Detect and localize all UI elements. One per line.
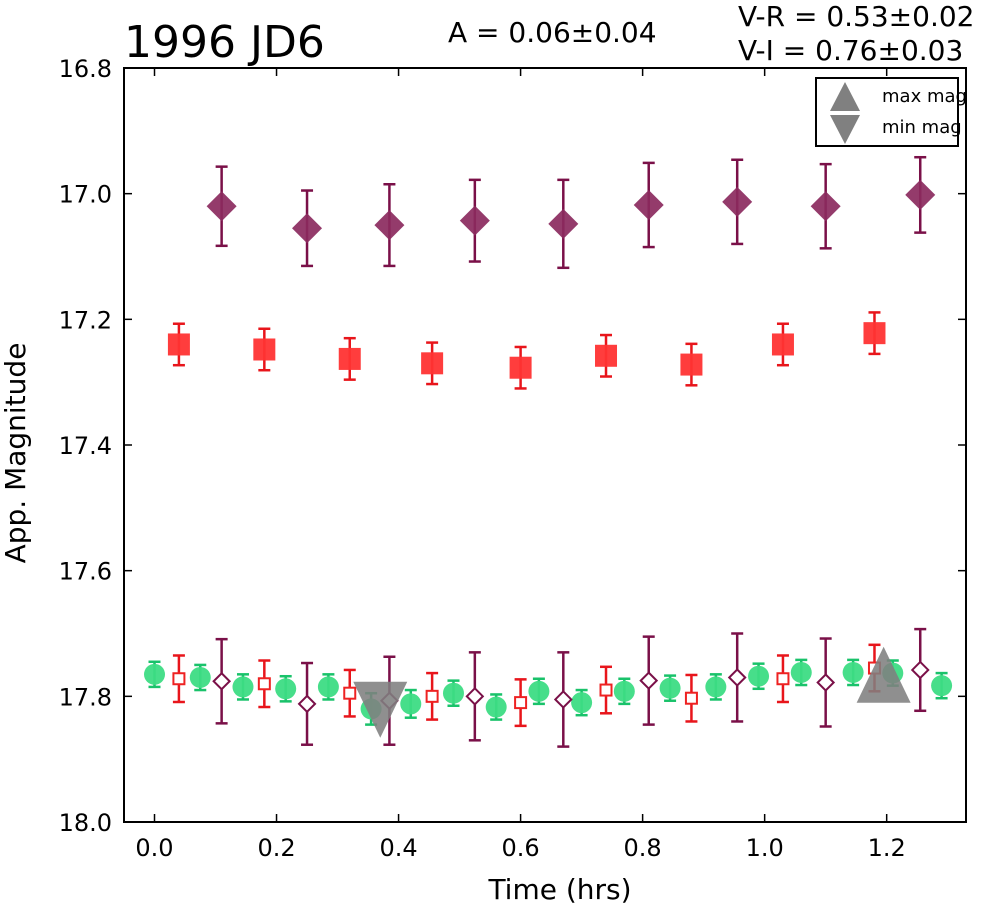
data-point-open-diamond — [639, 671, 659, 691]
y-tick-label: 17.6 — [59, 558, 112, 586]
data-point-open-square — [257, 677, 271, 691]
data-point-diamond — [548, 208, 579, 239]
x-tick-label: 1.2 — [868, 834, 906, 862]
data-point-circle — [790, 661, 812, 683]
data-point-circle — [613, 680, 635, 702]
data-point-circle — [442, 682, 464, 704]
y-tick-label: 17.0 — [59, 181, 112, 209]
y-axis-label: App. Magnitude — [0, 343, 32, 564]
data-point-circle — [659, 677, 681, 699]
data-point-square — [863, 322, 886, 345]
data-point-square — [253, 338, 276, 361]
data-point-circle — [748, 665, 770, 687]
data-point-open-diamond — [212, 671, 232, 691]
y-tick-label: 18.0 — [59, 809, 112, 837]
min-mag-triangle-icon — [830, 115, 860, 144]
x-tick-label: 1.0 — [746, 834, 784, 862]
data-point-open-diamond — [910, 660, 930, 680]
data-point-square — [167, 333, 190, 356]
data-point-open-diamond — [297, 694, 317, 714]
legend-label-min-mag: min mag — [882, 117, 962, 138]
x-tick-label: 0.0 — [135, 834, 173, 862]
x-tick-label: 0.2 — [257, 834, 295, 862]
data-point-circle — [571, 692, 593, 714]
max-mag-triangle-icon — [830, 82, 860, 111]
data-point-square — [338, 347, 361, 370]
data-point-circle — [232, 676, 254, 698]
data-point-open-square — [343, 686, 357, 700]
data-point-square — [509, 356, 532, 379]
data-point-circle — [931, 675, 953, 697]
data-point-open-square — [776, 672, 790, 686]
y-tick-label: 16.8 — [59, 55, 112, 83]
data-point-diamond — [905, 179, 936, 210]
data-point-square — [595, 344, 618, 367]
data-point-circle — [528, 680, 550, 702]
data-point-open-square — [599, 683, 613, 697]
data-point-square — [771, 333, 794, 356]
data-point-circle — [275, 678, 297, 700]
data-point-open-diamond — [465, 686, 485, 706]
data-points — [144, 155, 953, 748]
data-point-diamond — [810, 191, 841, 222]
data-point-diamond — [633, 189, 664, 220]
data-point-open-diamond — [816, 673, 836, 692]
data-point-circle — [400, 693, 422, 715]
x-tick-label: 0.6 — [502, 834, 540, 862]
data-point-square — [421, 352, 444, 375]
y-tick-label: 17.8 — [59, 683, 112, 711]
data-point-circle — [842, 661, 864, 683]
x-axis-label: Time (hrs) — [487, 873, 631, 904]
chart-title: 1996 JD6 — [124, 17, 325, 68]
data-point-open-square — [514, 696, 528, 710]
data-point-circle — [189, 666, 211, 688]
color-index-vr: V-R = 0.53±0.02 — [738, 0, 974, 33]
data-point-circle — [705, 676, 727, 698]
max-mag-marker — [856, 646, 911, 703]
x-tick-label: 0.8 — [624, 834, 662, 862]
x-tick-label: 0.4 — [379, 834, 417, 862]
data-point-square — [680, 353, 703, 376]
legend: max mag min mag — [815, 77, 967, 147]
data-point-diamond — [374, 210, 405, 241]
min-mag-marker — [353, 681, 408, 738]
data-point-open-square — [425, 689, 439, 703]
y-tick-label: 17.4 — [59, 432, 112, 460]
amplitude-annotation: A = 0.06±0.04 — [448, 16, 657, 49]
data-point-circle — [144, 663, 166, 685]
data-point-diamond — [722, 186, 753, 217]
data-point-open-diamond — [727, 668, 747, 687]
color-index-vi: V-I = 0.76±0.03 — [738, 34, 963, 67]
data-point-circle — [485, 696, 507, 718]
legend-label-max-mag: max mag — [882, 86, 967, 107]
data-point-diamond — [206, 191, 237, 222]
data-point-open-square — [172, 672, 186, 686]
data-point-open-square — [684, 691, 698, 705]
plot-frame — [123, 67, 967, 823]
data-point-circle — [317, 676, 339, 698]
data-point-open-diamond — [553, 690, 573, 709]
y-tick-label: 17.2 — [59, 306, 112, 334]
data-point-diamond — [292, 213, 323, 244]
legend-box — [815, 77, 959, 147]
data-point-diamond — [459, 205, 490, 236]
axis-ticks: 0.0 0.2 0.4 0.6 0.8 1.0 1.2 16.8 17.0 17.2 17.4 17.… — [59, 55, 966, 862]
